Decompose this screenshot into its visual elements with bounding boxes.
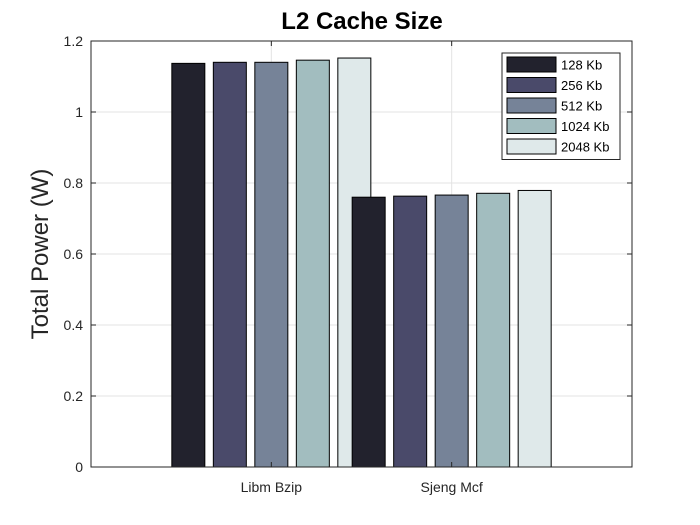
legend-label: 2048 Kb [561,140,609,155]
bar [254,61,289,468]
legend: 128 Kb 256 Kb 512 Kb 1024 Kb 2048 Kb [501,52,621,160]
bar [476,192,511,468]
y-axis-label: Total Power (W) [27,169,54,340]
y-tick-label: 0.6 [64,246,84,262]
bar [212,61,247,468]
bars [171,57,552,468]
bar [295,59,330,468]
y-tick-label: 1.2 [64,33,84,49]
y-tick-label: 0 [75,459,83,475]
y-tick-label: 0.4 [64,317,84,333]
bar [517,189,552,468]
y-tick-label: 1 [75,104,83,120]
legend-swatch [506,138,557,155]
bar [351,196,386,468]
legend-swatch [506,118,557,134]
bar [393,195,428,468]
x-axis-ticks: Libm Bzip Sjeng Mcf [241,41,483,495]
legend-label: 256 Kb [561,78,602,93]
bar [434,194,469,468]
y-axis-ticks: 0 0.2 0.4 0.6 0.8 1 1.2 [64,33,632,475]
x-tick-label: Libm Bzip [241,479,303,495]
chart-title: L2 Cache Size [281,8,442,35]
legend-swatch [506,56,557,73]
legend-swatch [506,77,557,93]
legend-label: 128 Kb [561,58,602,73]
legend-swatch [506,97,557,114]
legend-label: 512 Kb [561,99,602,114]
legend-label: 1024 Kb [561,119,609,134]
y-tick-label: 0.2 [64,388,84,404]
y-tick-label: 0.8 [64,175,84,191]
bar [171,62,206,468]
x-tick-label: Sjeng Mcf [421,479,483,495]
